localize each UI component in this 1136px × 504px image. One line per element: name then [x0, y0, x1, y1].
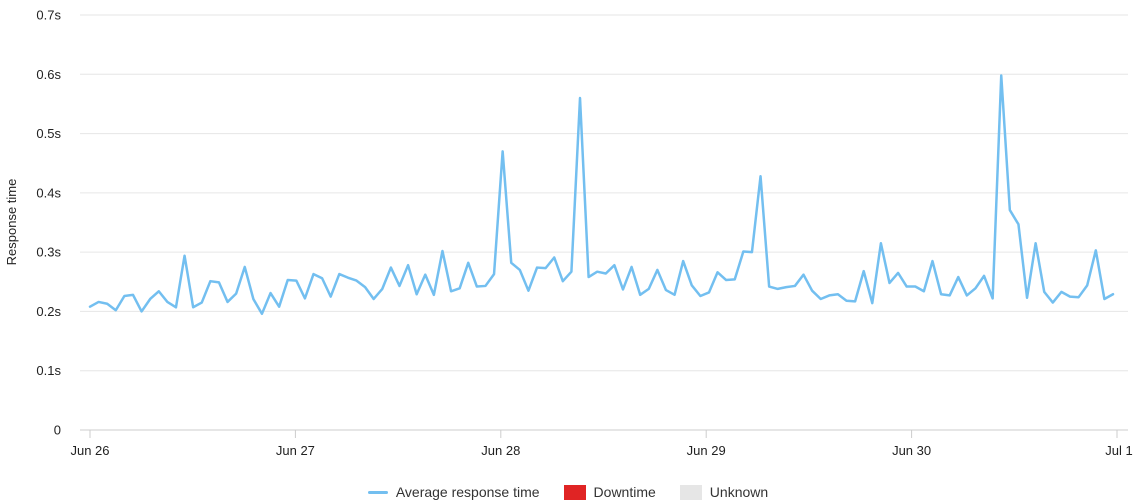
- y-tick-label: 0.7s: [36, 8, 61, 23]
- series-line-average-response-time[interactable]: [88, 74, 1115, 316]
- legend-label: Average response time: [395, 484, 540, 500]
- y-tick-label: 0.1s: [36, 363, 61, 378]
- x-tick-label: Jul 1: [1105, 443, 1132, 458]
- legend-label: Downtime: [593, 484, 656, 500]
- x-axis-ticks: Jun 26 Jun 27 Jun 28 Jun 29 Jun 30 Jul 1: [70, 430, 1133, 458]
- x-tick-label: Jun 27: [276, 443, 315, 458]
- y-tick-label: 0.5s: [36, 126, 61, 141]
- y-tick-label: 0: [54, 423, 61, 438]
- legend-line-swatch: [367, 490, 388, 494]
- legend-box-swatch: [563, 484, 586, 500]
- series-group: [88, 74, 1115, 316]
- grid-lines: [80, 14, 1128, 431]
- legend-item-downtime[interactable]: Downtime: [563, 484, 656, 500]
- y-axis-title: Response time: [4, 179, 19, 266]
- y-tick-label: 0.6s: [36, 67, 61, 82]
- x-tick-label: Jun 28: [481, 443, 520, 458]
- x-tick-label: Jun 30: [892, 443, 931, 458]
- x-tick-label: Jun 26: [70, 443, 109, 458]
- y-tick-label: 0.3s: [36, 245, 61, 260]
- y-axis-ticks: 0 0.1s 0.2s 0.3s 0.4s 0.5s 0.6s 0.7s: [36, 8, 61, 438]
- x-tick-label: Jun 29: [687, 443, 726, 458]
- response-time-chart: 00.1s0.2s0.3s0.4s0.5s0.6s0.7s Jun 26 Jun …: [4, 8, 1133, 459]
- legend-label: Unknown: [709, 484, 769, 500]
- legend: Average response time Downtime Unknown: [0, 483, 1136, 501]
- y-tick-label: 0.2s: [36, 304, 61, 319]
- legend-item-average-response-time[interactable]: Average response time: [367, 484, 540, 500]
- y-tick-label: 0.4s: [36, 185, 61, 200]
- legend-item-unknown[interactable]: Unknown: [679, 484, 769, 500]
- legend-box-swatch: [679, 484, 702, 500]
